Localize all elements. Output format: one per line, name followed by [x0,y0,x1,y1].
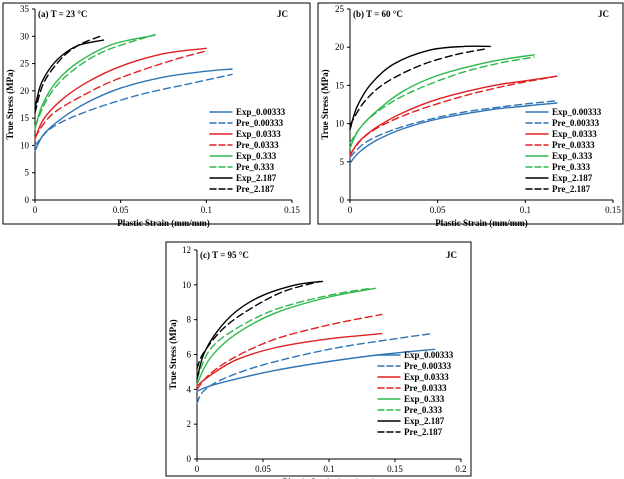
legend-label: Pre_2.187 [552,184,591,194]
series-line-exp-0-333 [349,54,535,149]
y-axis-title: True Stress (MPa) [320,69,330,139]
legend-label: Exp_0.0333 [404,372,449,382]
y-tick-label: 25 [20,59,30,69]
panel-title: (b) T = 60 °C [353,9,403,19]
y-tick-label: 15 [20,113,30,123]
panel-frame [317,2,624,225]
legend-label: Exp_0.0333 [236,129,281,139]
panel-frame [2,2,311,225]
x-axis-title: Plastic Strain (mm/mm) [283,477,375,479]
model-label: JC [446,250,457,260]
series-line-pre-0-333 [196,287,372,380]
legend-label: Pre_0.333 [552,162,591,172]
legend-label: Exp_2.187 [404,416,445,426]
panel-title: (c) T = 95 °C [200,250,249,260]
legend-label: Pre_0.0333 [404,383,447,393]
series-line-exp-0-00333 [349,102,558,164]
model-label: JC [598,9,609,19]
y-tick-label: 5 [25,168,30,178]
y-tick-label: 8 [187,315,192,325]
legend-label: Exp_0.00333 [552,107,602,117]
legend-label: Pre_0.00333 [552,118,600,128]
x-tick-label: 0.15 [387,464,403,474]
series-line-pre-0-00333 [34,73,233,147]
series-line-exp-2-187 [349,45,491,131]
series-line-pre-0-0333 [196,313,383,390]
legend-label: Pre_0.00333 [236,118,284,128]
y-tick-label: 0 [187,454,192,464]
y-tick-label: 20 [335,42,345,52]
y-axis-title: True Stress (MPa) [5,69,15,139]
series-line-pre-0-0333 [349,75,558,155]
chart-panel-2: 0 5 10 15 20 25 0 0.05 0.1 0.15 Plastic Strain (mm… [317,2,624,228]
series-line-pre-2-187 [349,48,488,126]
x-tick-label: 0.05 [430,205,446,215]
panel-title: (a) T = 23 °C [38,9,87,19]
y-tick-label: 5 [340,157,345,167]
series-line-pre-0-0333 [34,50,207,138]
legend-label: Exp_0.00333 [404,350,454,360]
y-tick-label: 12 [182,245,191,255]
legend-label: Pre_0.0333 [236,140,279,150]
y-tick-label: 10 [20,140,30,150]
panel-frame [165,241,472,477]
legend-label: Pre_0.0333 [552,140,595,150]
legend-label: Pre_2.187 [236,184,275,194]
x-tick-label: 0.15 [605,205,621,215]
y-tick-label: 35 [20,4,30,14]
y-tick-label: 25 [335,4,345,14]
x-tick-label: 0 [33,205,38,215]
series-line-exp-0-0333 [196,332,383,387]
x-tick-label: 0.2 [455,464,466,474]
x-tick-label: 0.05 [255,464,271,474]
x-tick-label: 0.15 [284,205,300,215]
y-tick-label: 0 [25,195,30,205]
x-axis-title: Plastic Strain (mm/mm) [117,218,209,228]
legend-label: Exp_0.333 [552,151,593,161]
x-tick-label: 0 [348,205,353,215]
legend-label: Pre_0.333 [404,405,443,415]
series-line-exp-0-0333 [34,47,207,140]
y-tick-label: 6 [187,350,192,360]
legend-label: Exp_2.187 [552,173,593,183]
y-tick-label: 2 [187,419,192,429]
legend-label: Pre_2.187 [404,427,443,437]
chart-panel-3: 0 2 4 6 8 10 12 0 0.05 0.1 0.15 0.2 Plastic Strain (… [165,241,472,479]
legend-label: Exp_0.333 [236,151,277,161]
x-axis-title: Plastic Strain (mm/mm) [435,218,527,228]
x-tick-label: 0.05 [113,205,129,215]
legend-label: Exp_0.0333 [552,129,597,139]
y-tick-label: 15 [335,80,345,90]
legend-label: Exp_2.187 [236,173,277,183]
y-tick-label: 10 [182,280,192,290]
series-line-exp-0-333 [196,287,376,385]
x-tick-label: 0 [195,464,200,474]
x-tick-label: 0.1 [520,205,531,215]
y-tick-label: 20 [20,86,30,96]
series-line-pre-2-187 [196,280,321,370]
series-line-exp-2-187 [196,280,324,380]
series-line-pre-0-333 [34,33,156,127]
series-line-pre-0-00333 [196,332,433,404]
y-tick-label: 4 [187,384,192,394]
legend-label: Exp_0.00333 [236,107,286,117]
x-tick-label: 0.1 [323,464,334,474]
series-line-exp-0-333 [34,34,156,130]
y-tick-label: 0 [340,195,345,205]
series-line-pre-0-00333 [349,100,558,158]
x-tick-label: 0.1 [201,205,212,215]
y-tick-label: 30 [20,31,30,41]
y-axis-title: True Stress (MPa) [168,319,178,389]
model-label: JC [277,9,288,19]
chart-panel-1: 0 5 10 15 20 25 30 35 0 0.05 0.1 0.15 Plastic Strain… [2,2,311,228]
series-line-pre-0-333 [349,56,535,144]
legend-label: Exp_0.333 [404,394,445,404]
series-line-pre-2-187 [34,35,101,114]
legend-label: Pre_0.333 [236,162,275,172]
y-tick-label: 10 [335,119,345,129]
legend-label: Pre_0.00333 [404,361,452,371]
